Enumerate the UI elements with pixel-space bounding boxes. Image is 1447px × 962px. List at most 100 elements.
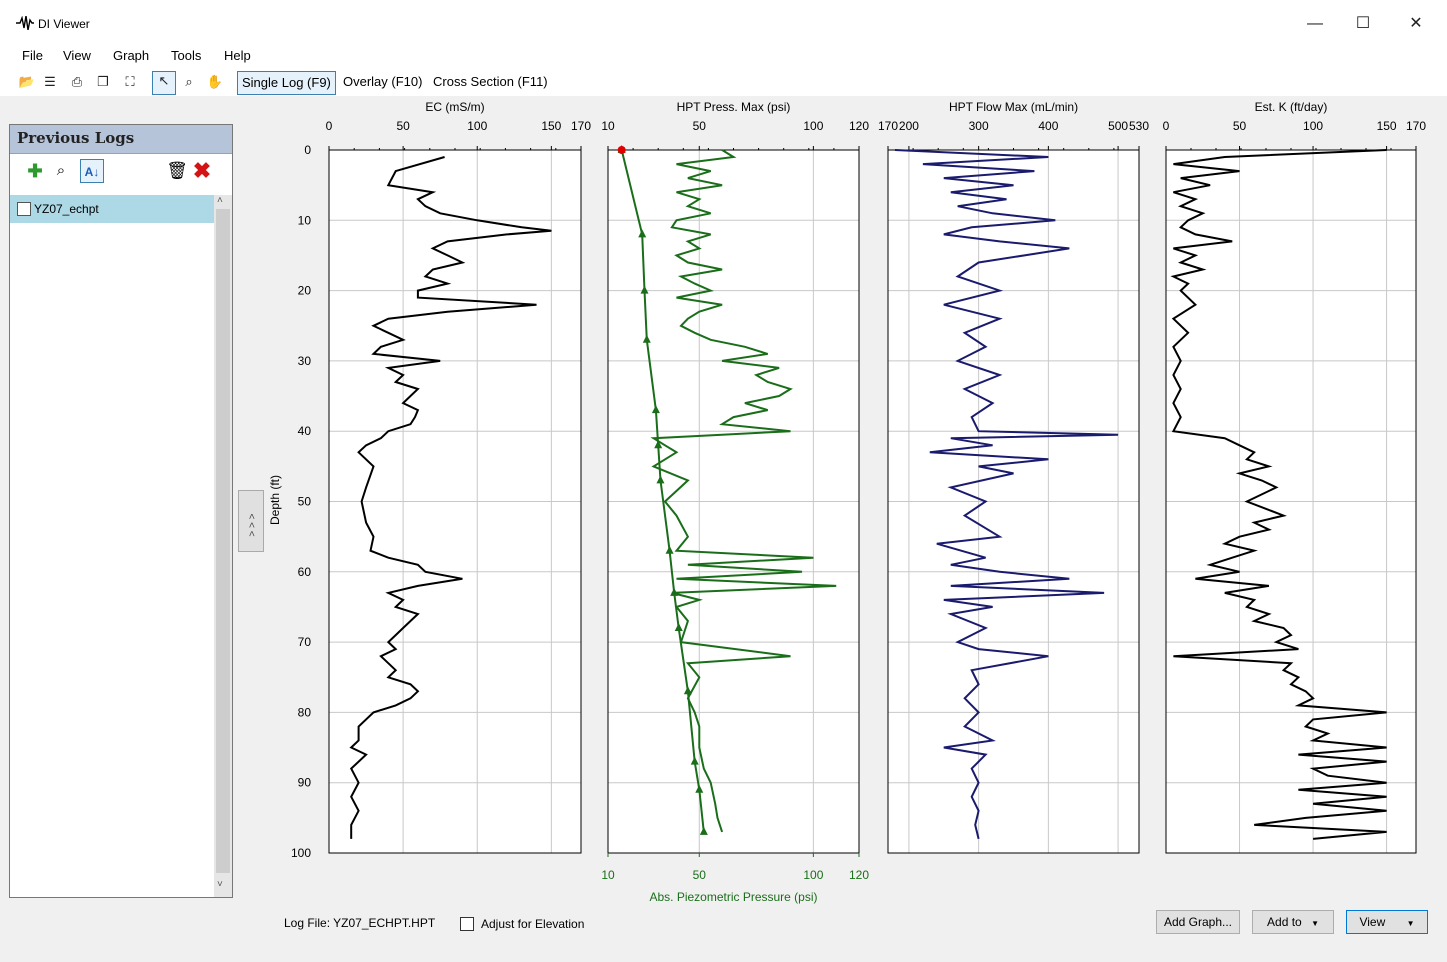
data-point xyxy=(656,475,665,484)
list-item[interactable]: YZ07_echpt xyxy=(10,195,214,223)
zoom-icon[interactable]: ⌕ xyxy=(185,74,193,89)
scroll-thumb[interactable] xyxy=(216,209,230,873)
top-tick-label: 0 xyxy=(326,119,333,133)
top-tick-label: 170 xyxy=(1406,119,1426,133)
collapse-panel-button[interactable]: < < < xyxy=(238,490,264,552)
top-tick-label: 100 xyxy=(1303,119,1323,133)
add-to-button[interactable]: Add to ▼ xyxy=(1252,910,1334,934)
scroll-down-icon[interactable]: ˅ xyxy=(217,879,223,890)
sort-az-icon[interactable]: A↓ xyxy=(80,159,104,183)
delete-icon[interactable]: ✖ xyxy=(192,158,212,183)
bottom-tick-label: 120 xyxy=(849,868,869,882)
view-button[interactable]: View ▼ xyxy=(1346,910,1428,934)
depth-tick-label: 100 xyxy=(291,846,311,860)
depth-tick-label: 60 xyxy=(298,565,312,579)
add-graph-button[interactable]: Add Graph... xyxy=(1156,910,1240,934)
depth-tick-label: 30 xyxy=(298,354,312,368)
menu-file[interactable]: File xyxy=(22,48,43,63)
data-point xyxy=(699,826,708,835)
series-line xyxy=(1170,149,1387,840)
menu-help[interactable]: Help xyxy=(224,48,251,63)
data-point xyxy=(617,146,626,154)
toolbar: 📂 ☰ ⎙ ❐ ⛶ ↖ ⌕ ✋ Single Log (F9) Overlay … xyxy=(0,68,1447,96)
data-point xyxy=(670,587,679,596)
depth-tick-label: 90 xyxy=(298,776,312,790)
menu-view[interactable]: View xyxy=(63,48,91,63)
menu-tools[interactable]: Tools xyxy=(171,48,202,63)
series-line xyxy=(894,149,1119,840)
pointer-icon[interactable]: ↖ xyxy=(152,71,176,95)
open-folder-icon[interactable]: 📂 xyxy=(18,74,36,89)
app-logo-icon xyxy=(16,16,34,30)
data-point xyxy=(651,405,660,414)
data-point xyxy=(642,334,651,343)
menu-graph[interactable]: Graph xyxy=(113,48,150,63)
depth-tick-label: 50 xyxy=(298,495,312,509)
data-point xyxy=(690,756,699,765)
depth-axis-label: Depth (ft) xyxy=(268,475,282,525)
tab-single-log[interactable]: Single Log (F9) xyxy=(237,71,336,95)
top-tick-label: 300 xyxy=(969,119,989,133)
series-line xyxy=(349,156,552,839)
properties-icon[interactable]: ☰ xyxy=(44,74,56,89)
log-checkbox[interactable] xyxy=(17,202,31,216)
tab-cross-section[interactable]: Cross Section (F11) xyxy=(433,74,548,89)
pan-hand-icon[interactable]: ✋ xyxy=(206,74,224,89)
search-log-icon[interactable]: ⌕ xyxy=(56,162,66,179)
app-title: DI Viewer xyxy=(38,17,90,31)
top-tick-label: 150 xyxy=(541,119,561,133)
previous-logs-title: Previous Logs xyxy=(17,129,135,147)
bottom-tick-label: 100 xyxy=(803,868,823,882)
bottom-tick-label: 10 xyxy=(601,868,615,882)
view-label: View xyxy=(1359,915,1386,929)
add-to-label: Add to xyxy=(1267,915,1302,929)
previous-logs-panel: Previous Logs ✚ ⌕ A↓ 🗑 ✖ YZ07_echpt ˄ ˅ xyxy=(9,124,233,898)
depth-tick-label: 10 xyxy=(298,213,312,227)
top-tick-label: 10 xyxy=(601,119,615,133)
data-point xyxy=(674,623,683,632)
bottom-tick-label: 50 xyxy=(693,868,707,882)
bottom-axis-label: Abs. Piezometric Pressure (psi) xyxy=(649,890,817,904)
depth-tick-label: 40 xyxy=(298,424,312,438)
top-tick-label: 500 xyxy=(1108,119,1128,133)
print-icon[interactable]: ⎙ xyxy=(71,74,83,89)
tab-overlay[interactable]: Overlay (F10) xyxy=(343,74,423,89)
close-button[interactable]: ✕ xyxy=(1409,15,1423,32)
data-point xyxy=(640,285,649,294)
data-point xyxy=(654,440,663,449)
top-tick-label: 0 xyxy=(1163,119,1170,133)
print-preview-icon[interactable]: ❐ xyxy=(97,74,109,89)
log-file-label: Log File: YZ07_ECHPT.HPT xyxy=(284,916,436,930)
trash-icon[interactable]: 🗑 xyxy=(166,161,188,180)
adjust-elevation-label: Adjust for Elevation xyxy=(481,917,585,931)
adjust-elevation-checkbox[interactable] xyxy=(460,917,474,931)
add-log-icon[interactable]: ✚ xyxy=(27,161,43,181)
scrollbar[interactable]: ˄ ˅ xyxy=(214,195,232,897)
log-item-label: YZ07_echpt xyxy=(34,202,99,216)
panel-title: EC (mS/m) xyxy=(425,100,484,114)
minimize-button[interactable]: — xyxy=(1307,15,1323,32)
top-tick-label: 150 xyxy=(1377,119,1397,133)
chevron-down-icon: ▼ xyxy=(1311,919,1319,928)
top-tick-label: 170 xyxy=(571,119,591,133)
top-tick-label: 530 xyxy=(1129,119,1149,133)
top-tick-label: 100 xyxy=(803,119,823,133)
chevron-down-icon: ▼ xyxy=(1406,919,1415,928)
panel-title: Est. K (ft/day) xyxy=(1255,100,1328,114)
depth-tick-label: 20 xyxy=(298,284,312,298)
depth-tick-label: 70 xyxy=(298,635,312,649)
top-tick-label: 50 xyxy=(1233,119,1247,133)
top-tick-label: 400 xyxy=(1038,119,1058,133)
zoom-extents-icon[interactable]: ⛶ xyxy=(125,74,135,89)
title-bar: DI Viewer — ☐ ✕ xyxy=(0,0,1447,44)
top-tick-label: 120 xyxy=(849,119,869,133)
maximize-button[interactable]: ☐ xyxy=(1355,15,1371,32)
depth-tick-label: 0 xyxy=(304,143,311,157)
scroll-up-icon[interactable]: ˄ xyxy=(217,195,223,206)
panel-title: HPT Press. Max (psi) xyxy=(677,100,791,114)
data-point xyxy=(695,784,704,793)
top-tick-label: 100 xyxy=(467,119,487,133)
menu-bar: File View Graph Tools Help xyxy=(0,44,1447,66)
previous-logs-header: Previous Logs xyxy=(10,125,232,154)
